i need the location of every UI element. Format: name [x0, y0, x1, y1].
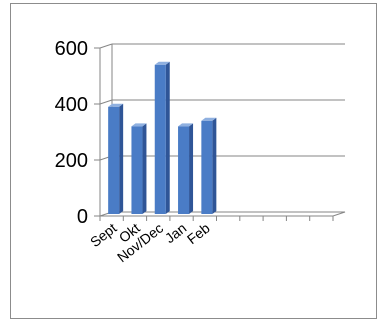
bar — [108, 103, 124, 214]
gridline-side — [99, 43, 113, 49]
bar-side — [189, 123, 194, 214]
bar-top — [154, 61, 170, 65]
bar — [131, 123, 147, 214]
bar-top — [108, 103, 124, 107]
bar — [178, 123, 194, 214]
y-tick-label: 0 — [77, 206, 88, 228]
bar-top — [131, 123, 147, 127]
bar — [154, 61, 170, 214]
bar-side — [165, 61, 170, 214]
x-tick-label: Nov/Dec — [114, 220, 166, 266]
bar-front — [178, 126, 190, 214]
x-tick-label: Sept — [87, 220, 120, 250]
y-tick-labels: 0 200 400 600 — [55, 38, 88, 228]
x-tick-label: Feb — [184, 220, 213, 248]
bar — [201, 117, 217, 214]
bar-front — [131, 126, 143, 214]
bar-side — [119, 103, 124, 214]
bar-side — [212, 117, 217, 214]
y-tick-label: 600 — [55, 38, 88, 60]
bar-top — [201, 117, 217, 121]
chart-floor — [99, 211, 346, 217]
bar-front — [201, 120, 213, 214]
chart-frame — [10, 3, 377, 319]
bar-side — [142, 123, 147, 214]
y-tick-label: 200 — [55, 150, 88, 172]
bar-front — [108, 106, 120, 214]
bar-front — [154, 64, 166, 214]
gridline-side — [99, 99, 113, 105]
y-tick-label: 400 — [55, 94, 88, 116]
bars — [108, 61, 217, 214]
bar-top — [178, 123, 194, 127]
